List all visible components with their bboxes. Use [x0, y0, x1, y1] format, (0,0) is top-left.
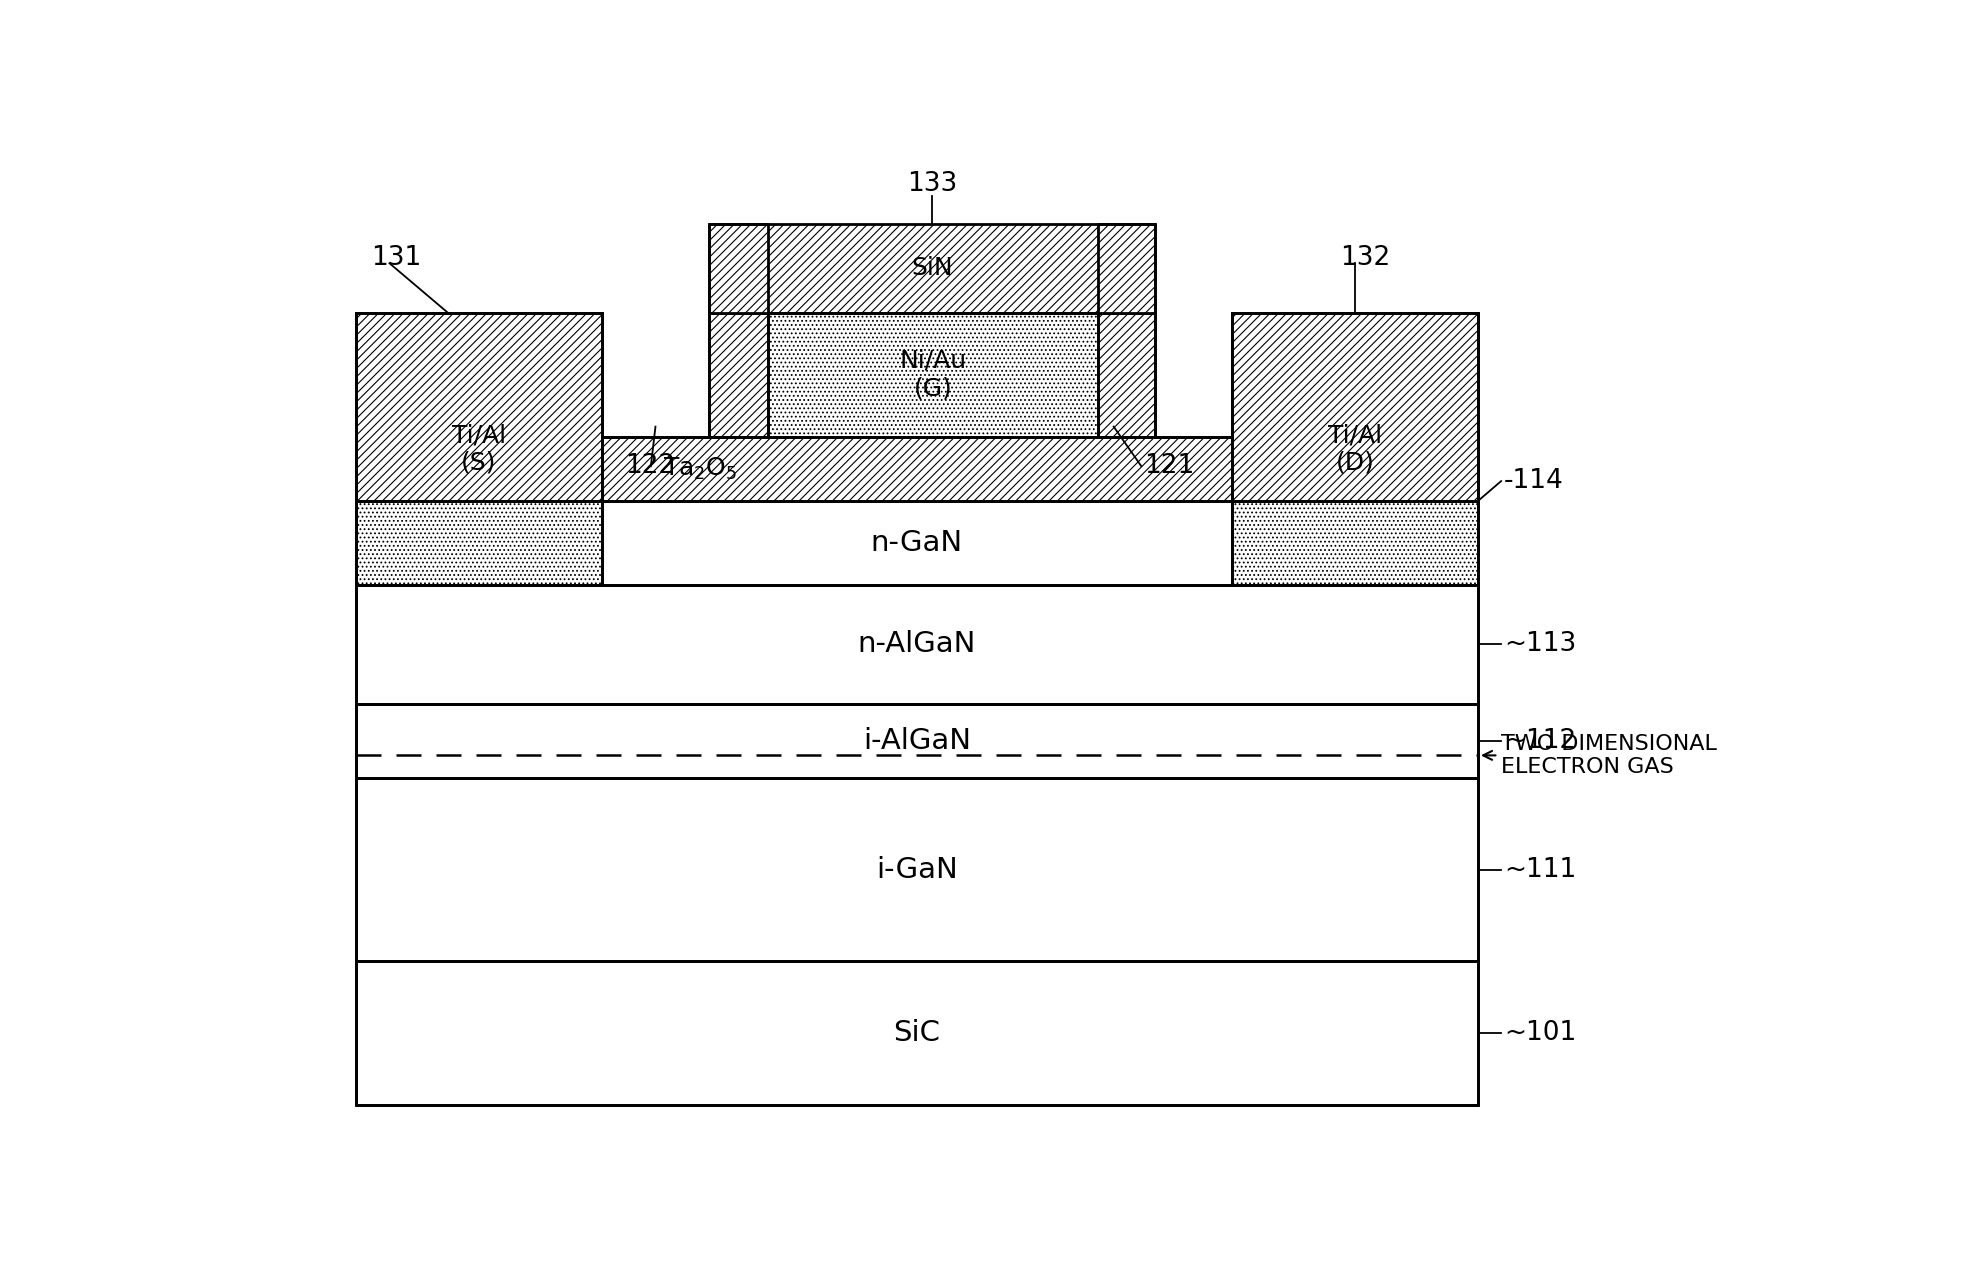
- Bar: [355, 962, 1478, 1105]
- Bar: [355, 585, 1478, 703]
- Bar: [710, 312, 768, 436]
- Text: SiN: SiN: [911, 256, 952, 280]
- Text: TWO DIMENSIONAL
ELECTRON GAS: TWO DIMENSIONAL ELECTRON GAS: [1484, 734, 1716, 777]
- Text: i-GaN: i-GaN: [877, 855, 958, 883]
- Bar: [355, 312, 601, 585]
- Bar: [1232, 312, 1478, 500]
- Text: 121: 121: [1145, 453, 1194, 480]
- Text: -114: -114: [1504, 468, 1563, 494]
- Bar: [601, 436, 1232, 500]
- Text: 131: 131: [371, 246, 421, 271]
- Bar: [768, 312, 1099, 436]
- Bar: [1099, 312, 1155, 436]
- Text: ~111: ~111: [1504, 856, 1577, 882]
- Text: ~101: ~101: [1504, 1020, 1577, 1046]
- Text: SiC: SiC: [893, 1019, 940, 1047]
- Bar: [355, 312, 601, 500]
- Bar: [355, 778, 1478, 962]
- Text: i-AlGaN: i-AlGaN: [863, 727, 970, 755]
- Bar: [355, 502, 1478, 585]
- Bar: [1232, 312, 1478, 585]
- Text: Ti/Al
(D): Ti/Al (D): [1327, 423, 1383, 475]
- Bar: [355, 703, 1478, 778]
- Text: 133: 133: [907, 171, 958, 197]
- Text: Ni/Au
(G): Ni/Au (G): [899, 349, 966, 400]
- Text: n-GaN: n-GaN: [871, 529, 962, 557]
- Text: 132: 132: [1339, 246, 1391, 271]
- Text: ~113: ~113: [1504, 631, 1577, 657]
- Text: ~112: ~112: [1504, 728, 1577, 754]
- Text: Ti/Al
(S): Ti/Al (S): [452, 423, 506, 475]
- Text: 122: 122: [625, 453, 675, 480]
- Text: n-AlGaN: n-AlGaN: [857, 630, 976, 658]
- Text: Ta$_2$O$_5$: Ta$_2$O$_5$: [663, 455, 738, 482]
- Bar: [710, 224, 1155, 312]
